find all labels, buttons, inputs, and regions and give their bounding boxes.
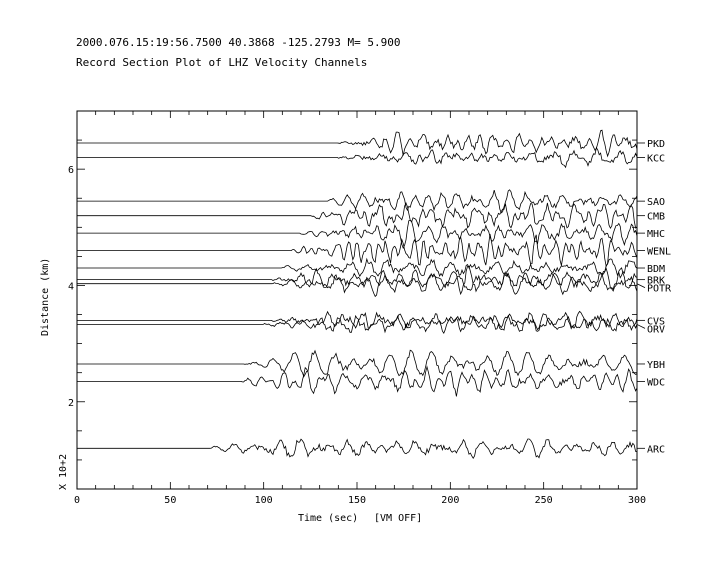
station-label-brk: BRK <box>647 276 665 287</box>
station-label-cmb: CMB <box>647 212 665 223</box>
x-tick-label: 100 <box>255 495 273 506</box>
trace-pkd <box>77 129 638 158</box>
station-label-bdm: BDM <box>647 264 665 275</box>
station-label-ybh: YBH <box>647 360 665 371</box>
trace-potr <box>77 270 638 298</box>
x-axis-label-suffix: [VM OFF] <box>374 513 422 524</box>
event-info-line: 2000.076.15:19:56.7500 40.3868 -125.2793… <box>76 36 401 49</box>
trace-sao <box>77 189 638 214</box>
x-tick-label: 150 <box>348 495 366 506</box>
x-axis-label: Time (sec) <box>298 513 358 524</box>
label-connector <box>636 324 646 329</box>
x-tick-label: 300 <box>628 495 646 506</box>
trace-brk <box>77 265 638 296</box>
trace-wdc <box>77 365 638 397</box>
station-label-orv: ORV <box>647 324 665 335</box>
trace-orv <box>77 314 638 335</box>
axis-ticks: 0 50 100 150 200 250 300 2 4 6 <box>68 111 646 506</box>
station-label-kcc: KCC <box>647 154 665 165</box>
y-tick-label: 4 <box>68 281 74 292</box>
station-label-sao: SAO <box>647 197 665 208</box>
trace-cvs <box>77 310 638 331</box>
x-tick-label: 250 <box>535 495 553 506</box>
trace-kcc <box>77 146 638 169</box>
x-tick-label: 200 <box>441 495 459 506</box>
trace-arc <box>77 438 638 459</box>
trace-mhc <box>77 219 638 250</box>
trace-wenl <box>77 233 638 268</box>
trace-bdm <box>77 257 638 279</box>
station-label-pkd: PKD <box>647 139 665 150</box>
x-tick-label: 50 <box>164 495 176 506</box>
y-tick-label: 2 <box>68 398 74 409</box>
x-tick-label: 0 <box>74 495 80 506</box>
plot-header: 2000.076.15:19:56.7500 40.3868 -125.2793… <box>76 33 401 73</box>
station-label-wdc: WDC <box>647 377 665 388</box>
trace-ybh <box>77 349 638 378</box>
y-scale-label: X 10+2 <box>58 454 69 490</box>
station-label-potr: POTR <box>647 284 672 295</box>
plot-frame <box>76 110 638 490</box>
chart-title: Record Section Plot of LHZ Velocity Chan… <box>76 56 368 69</box>
seismogram-traces <box>77 129 638 459</box>
label-connector <box>636 283 646 289</box>
station-label-wenl: WENL <box>647 247 671 258</box>
station-label-cvs: CVS <box>647 316 665 327</box>
y-tick-label: 6 <box>68 165 74 176</box>
station-label-mhc: MHC <box>647 229 665 240</box>
trace-cmb <box>77 201 638 230</box>
station-label-arc: ARC <box>647 444 665 455</box>
y-axis-label: Distance (km) <box>40 258 51 336</box>
